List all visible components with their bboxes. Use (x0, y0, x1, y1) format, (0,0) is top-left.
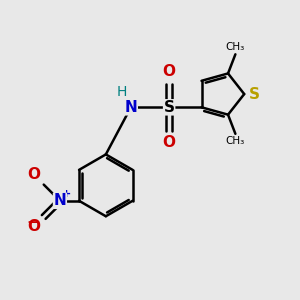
Text: O: O (163, 135, 176, 150)
Text: CH₃: CH₃ (226, 136, 245, 146)
Text: N: N (124, 100, 137, 115)
Text: O: O (163, 64, 176, 79)
Text: O: O (27, 219, 40, 234)
Text: +: + (62, 189, 71, 199)
Text: N: N (53, 193, 66, 208)
Text: S: S (164, 100, 175, 115)
Text: O: O (27, 167, 40, 182)
Text: −: − (26, 215, 39, 230)
Text: CH₃: CH₃ (226, 42, 245, 52)
Text: H: H (116, 85, 127, 99)
Text: S: S (249, 87, 260, 102)
